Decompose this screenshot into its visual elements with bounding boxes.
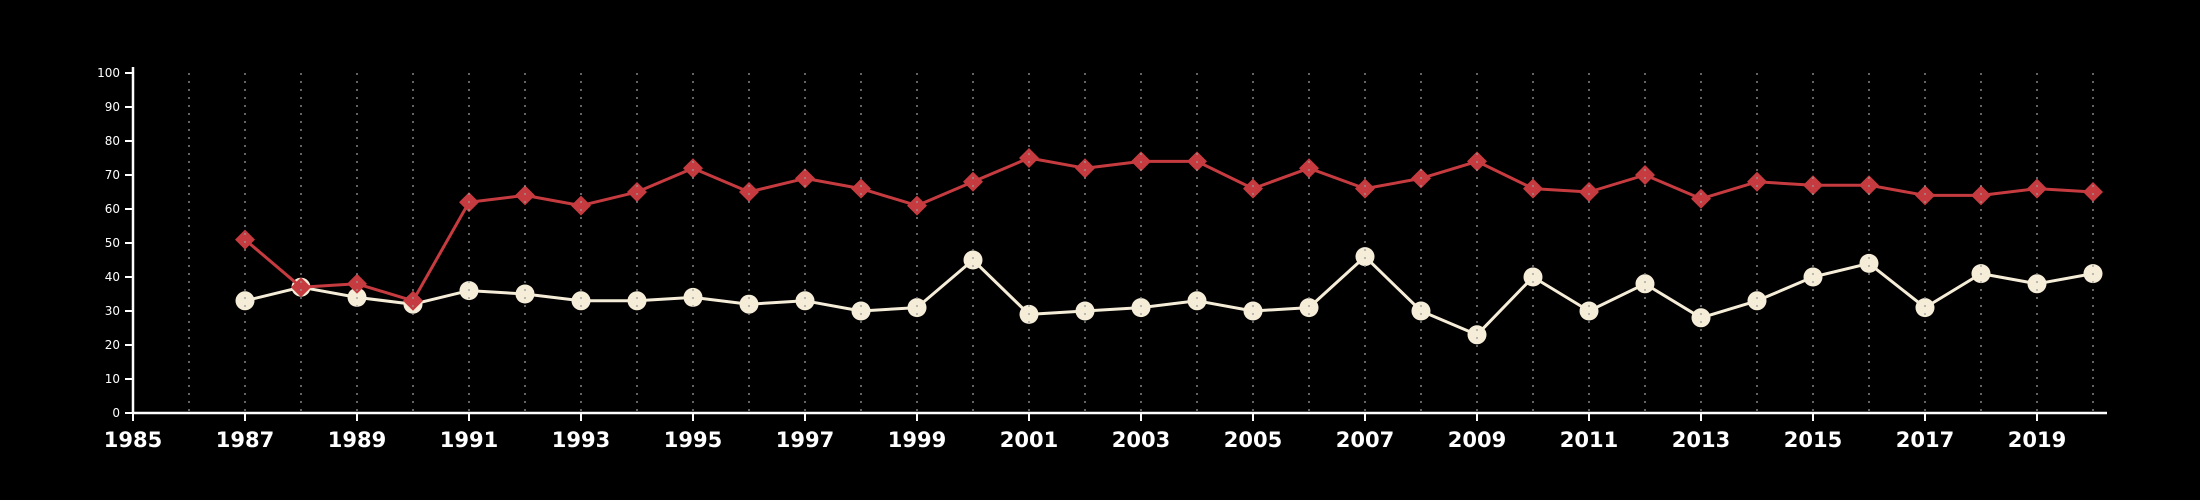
x-tick-label: 2013 [1672, 428, 1730, 452]
data-point-circle [1691, 308, 1711, 328]
series-layer [235, 148, 2103, 345]
x-tick-label: 2001 [1000, 428, 1058, 452]
data-point-circle [1915, 298, 1935, 318]
data-point-circle [1635, 274, 1655, 294]
x-tick-label: 2019 [2008, 428, 2066, 452]
data-point-circle [2027, 274, 2047, 294]
x-tick-label: 1993 [552, 428, 610, 452]
data-point-diamond [1523, 178, 1543, 199]
data-point-diamond [1299, 158, 1319, 179]
y-tick-label: 60 [105, 202, 120, 216]
data-point-circle [1467, 325, 1487, 345]
data-point-diamond [571, 195, 591, 216]
data-point-diamond [683, 158, 703, 179]
y-tick-label: 20 [105, 338, 120, 352]
data-point-circle [627, 291, 647, 311]
data-point-diamond [963, 171, 983, 192]
data-point-diamond [1691, 188, 1711, 209]
y-tick-label: 70 [105, 168, 120, 182]
data-point-circle [1579, 301, 1599, 321]
data-point-circle [795, 291, 815, 311]
y-tick-label: 40 [105, 270, 120, 284]
y-tick-label: 0 [112, 406, 120, 420]
data-point-circle [1355, 247, 1375, 267]
data-point-diamond [1747, 171, 1767, 192]
data-point-circle [1411, 301, 1431, 321]
data-point-circle [1243, 301, 1263, 321]
x-tick-label: 2015 [1784, 428, 1842, 452]
data-point-circle [515, 284, 535, 304]
data-point-circle [907, 298, 927, 318]
data-point-diamond [1019, 148, 1039, 168]
red-diamond-series-line [243, 156, 2095, 303]
data-point-circle [739, 294, 759, 314]
data-point-diamond [1579, 182, 1599, 202]
y-tick-label: 30 [105, 304, 120, 318]
data-point-circle [1131, 298, 1151, 318]
data-point-diamond [739, 182, 759, 202]
y-tick-label: 50 [105, 236, 120, 250]
data-point-diamond [1915, 185, 1935, 206]
data-point-circle [1747, 291, 1767, 311]
data-point-circle [235, 291, 255, 311]
data-point-circle [1187, 291, 1207, 311]
data-point-diamond [347, 273, 367, 294]
x-tick-label: 1985 [104, 428, 162, 452]
x-tick-label: 1991 [440, 428, 498, 452]
data-point-diamond [1355, 178, 1375, 199]
data-point-diamond [235, 229, 255, 250]
data-point-diamond [2027, 178, 2047, 199]
x-tick-label: 2003 [1112, 428, 1170, 452]
data-point-diamond [627, 182, 647, 202]
gridline-layer [188, 73, 2094, 413]
data-point-circle [963, 250, 983, 270]
x-tick-label: 2017 [1896, 428, 1954, 452]
data-point-diamond [1635, 165, 1655, 185]
data-point-circle [851, 301, 871, 321]
data-point-diamond [2083, 182, 2103, 202]
x-tick-label: 2011 [1560, 428, 1618, 452]
data-point-diamond [907, 195, 927, 216]
x-tick-label: 1997 [776, 428, 834, 452]
data-point-diamond [403, 290, 423, 311]
data-point-diamond [515, 185, 535, 206]
red-diamond-series-markers [235, 148, 2103, 311]
y-tick-label: 80 [105, 134, 120, 148]
data-point-circle [1803, 267, 1823, 287]
x-tick-label: 2005 [1224, 428, 1282, 452]
data-point-diamond [1243, 178, 1263, 199]
data-point-circle [571, 291, 591, 311]
axes-layer: 0 10 20 30 40 50 60 70 80 90 100 1985 1987 1989 1991 19… [97, 66, 2107, 452]
cream-circle-series-markers [235, 247, 2103, 345]
x-tick-label: 2007 [1336, 428, 1394, 452]
y-tick-label: 90 [105, 100, 120, 114]
y-tick-label: 100 [97, 66, 120, 80]
data-point-diamond [1971, 185, 1991, 206]
data-point-circle [1859, 253, 1879, 273]
cream-circle-series-line [243, 255, 2095, 337]
data-point-diamond [1075, 158, 1095, 179]
x-tick-label: 1989 [328, 428, 386, 452]
data-point-diamond [851, 178, 871, 199]
data-point-diamond [291, 277, 311, 298]
data-point-circle [1299, 298, 1319, 318]
x-tick-label: 1995 [664, 428, 722, 452]
data-point-circle [1523, 267, 1543, 287]
data-point-circle [1075, 301, 1095, 321]
x-tick-label: 2009 [1448, 428, 1506, 452]
x-tick-label: 1999 [888, 428, 946, 452]
y-tick-label: 10 [105, 372, 120, 386]
x-tick-label: 1987 [216, 428, 274, 452]
